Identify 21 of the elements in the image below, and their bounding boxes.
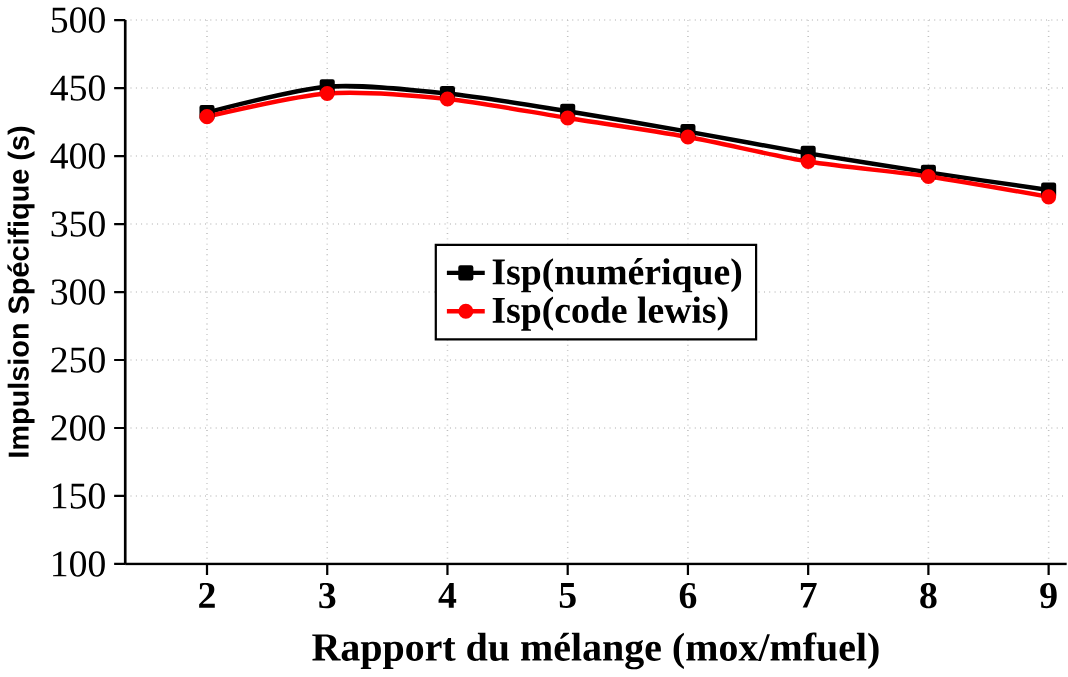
x-tick-label: 4 — [438, 583, 457, 608]
y-tick-label: 450 — [50, 75, 105, 101]
legend-label: Isp(numérique) — [492, 258, 742, 293]
y-tick-label: 150 — [53, 483, 105, 509]
y-tick-label: 200 — [51, 415, 105, 441]
legend-label: Isp(code lewis) — [492, 296, 728, 331]
y-tick-label: 350 — [51, 211, 105, 237]
y-tick-label: 100 — [53, 551, 105, 577]
x-tick-label: 2 — [199, 583, 215, 608]
y-tick-label: 300 — [51, 279, 105, 305]
x-tick-label: 8 — [920, 583, 937, 609]
x-axis-title: Rapport du mélange (mox/mfuel) — [312, 632, 879, 670]
x-tick-label: 9 — [1040, 583, 1057, 609]
x-tick-label: 3 — [319, 583, 336, 609]
y-tick-label: 400 — [50, 143, 105, 169]
y-tick-label: 250 — [51, 347, 105, 373]
x-tick-label: 5 — [559, 583, 576, 609]
x-tick-label: 6 — [679, 583, 697, 609]
x-tick-label: 7 — [800, 583, 817, 608]
y-axis-title: Impulsion Spécifique (s) — [7, 126, 35, 457]
y-tick-label: 500 — [51, 7, 105, 33]
